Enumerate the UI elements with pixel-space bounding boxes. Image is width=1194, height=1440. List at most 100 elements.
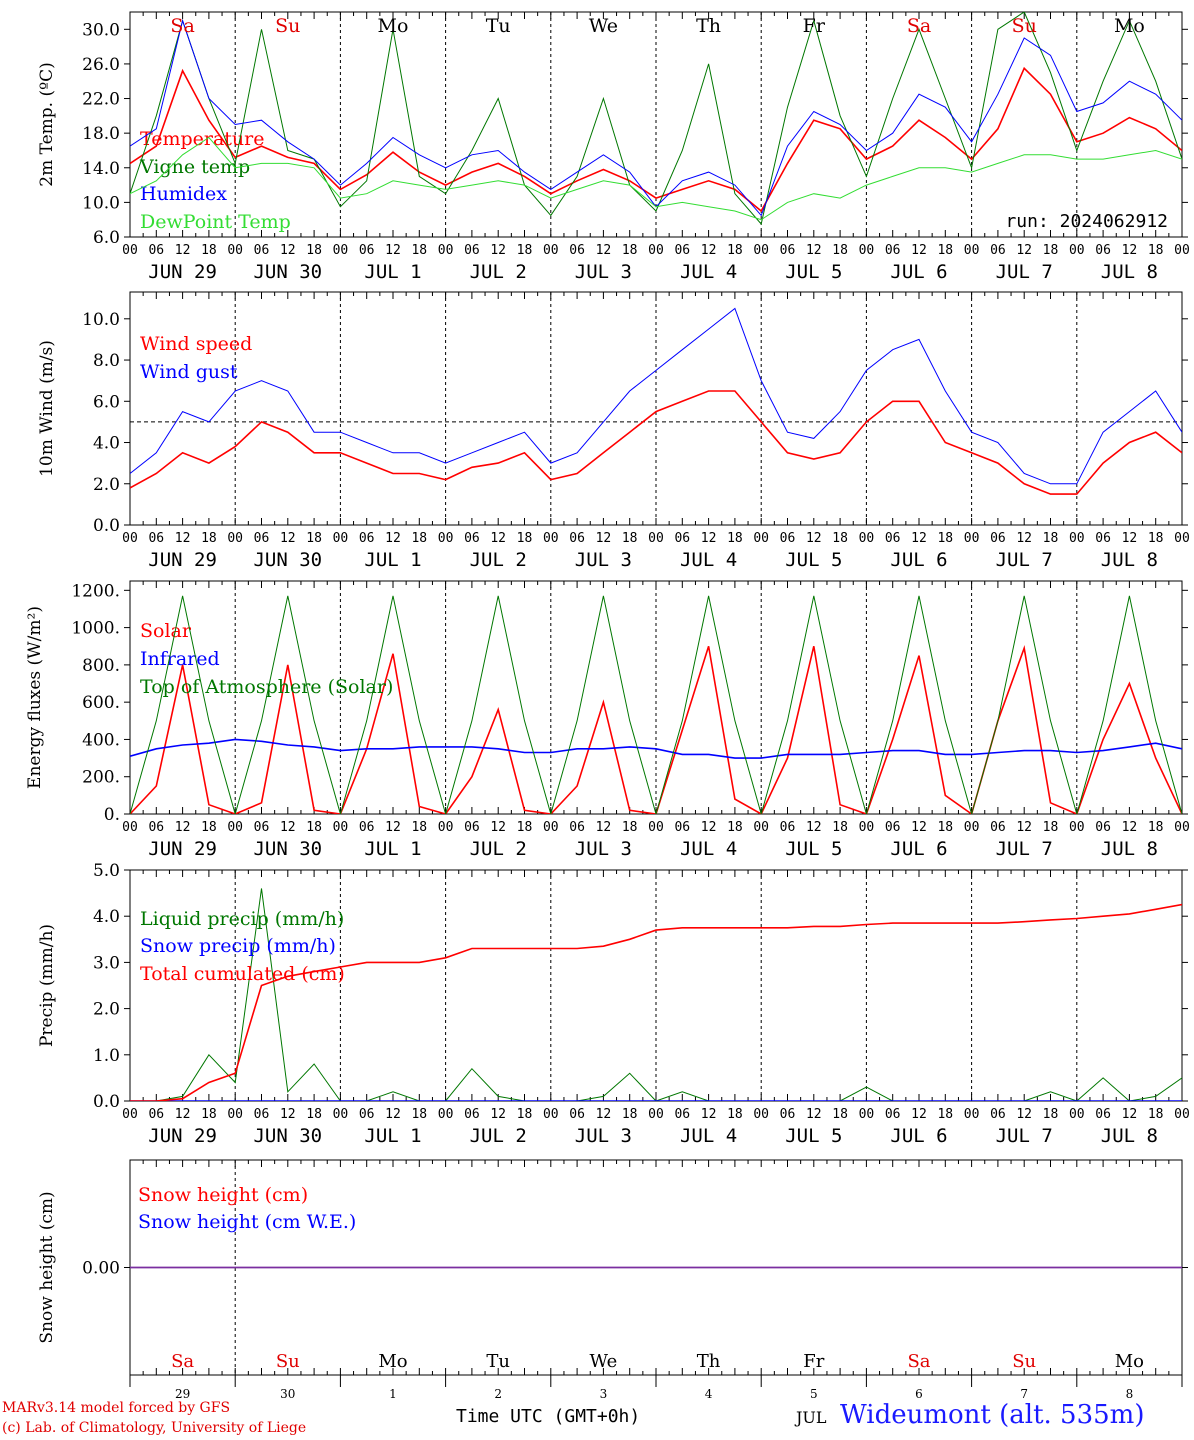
footer-model: MARv3.14 model forced by GFS: [2, 1400, 231, 1416]
hour-tick-label: 18: [411, 820, 427, 835]
y-tick-label: 26.0: [82, 55, 120, 75]
hour-tick-label: 12: [490, 531, 506, 546]
legend-entry: Solar: [140, 620, 192, 642]
day-number-label: 5: [810, 1387, 818, 1401]
hour-tick-label: 12: [911, 531, 927, 546]
series-line: [130, 136, 1182, 221]
y-tick-label: 22.0: [82, 90, 120, 110]
date-label: JUL 7: [996, 838, 1053, 860]
hour-tick-label: 00: [438, 1107, 454, 1122]
hour-tick-label: 00: [1069, 243, 1085, 258]
hour-tick-label: 00: [964, 243, 980, 258]
hour-tick-label: 18: [832, 820, 848, 835]
hour-tick-label: 18: [411, 1107, 427, 1122]
hour-tick-label: 18: [1148, 820, 1164, 835]
legend-entry: Total cumulated (cm): [140, 963, 345, 985]
series-line: [130, 390, 1182, 495]
legend-entry: Top of Atmosphere (Solar): [140, 676, 393, 698]
weekday-label: Su: [275, 15, 300, 37]
hour-tick-label: 12: [806, 531, 822, 546]
hour-tick-label: 06: [359, 1107, 375, 1122]
footer-credits: MARv3.14 model forced by GFS (c) Lab. of…: [2, 1398, 306, 1438]
weekday-label: Tu: [486, 1351, 510, 1372]
hour-tick-label: 06: [780, 820, 796, 835]
hour-tick-label: 06: [254, 531, 270, 546]
legend-entry: Liquid precip (mm/h): [140, 908, 344, 930]
hour-tick-label: 00: [859, 820, 875, 835]
hour-tick-label: 06: [780, 1107, 796, 1122]
hour-tick-label: 06: [148, 820, 164, 835]
series-line: [130, 66, 1182, 213]
hour-tick-label: 00: [648, 1107, 664, 1122]
weekday-label: Th: [697, 1351, 721, 1372]
y-tick-label: 30.0: [82, 20, 120, 40]
y-tick-label: 14.0: [82, 159, 120, 179]
hour-tick-label: 00: [648, 531, 664, 546]
hour-tick-label: 06: [885, 531, 901, 546]
hour-tick-label: 12: [596, 243, 612, 258]
legend-entry: Snow height (cm W.E.): [138, 1211, 356, 1233]
hour-tick-label: 12: [490, 243, 506, 258]
hour-tick-label: 18: [201, 820, 217, 835]
weekday-label: Mo: [378, 15, 409, 37]
hour-tick-label: 18: [832, 531, 848, 546]
series-line: [130, 307, 1182, 485]
hour-tick-label: 06: [254, 1107, 270, 1122]
hour-tick-label: 00: [227, 243, 243, 258]
y-tick-label: 2.0: [93, 475, 120, 495]
y-tick-label: 4.0: [93, 434, 120, 454]
hour-tick-label: 06: [674, 243, 690, 258]
date-label: JUL 7: [996, 1125, 1053, 1147]
hour-tick-label: 06: [990, 531, 1006, 546]
date-label: JUL 7: [996, 261, 1053, 283]
date-label: JUL 7: [996, 549, 1053, 571]
y-tick-label: 1000.: [71, 619, 120, 639]
hour-tick-label: 06: [885, 820, 901, 835]
hour-tick-label: 18: [727, 243, 743, 258]
weekday-label: Sa: [170, 15, 194, 37]
hour-tick-label: 00: [859, 531, 875, 546]
hour-tick-label: 18: [411, 531, 427, 546]
hour-tick-label: 18: [306, 820, 322, 835]
hour-tick-label: 12: [175, 1107, 191, 1122]
day-number-label: 2: [494, 1387, 502, 1401]
weekday-label: Sa: [171, 1351, 194, 1372]
hour-tick-label: 18: [1043, 531, 1059, 546]
hour-tick-label: 18: [306, 1107, 322, 1122]
hour-tick-label: 00: [1069, 820, 1085, 835]
hour-tick-label: 12: [701, 820, 717, 835]
hour-tick-label: 00: [964, 820, 980, 835]
hour-tick-label: 00: [227, 531, 243, 546]
y-tick-label: 8.0: [93, 351, 120, 371]
hour-tick-label: 18: [727, 531, 743, 546]
time-axis-label: Time UTC (GMT+0h): [456, 1406, 641, 1427]
weekday-label: Sa: [907, 15, 931, 37]
hour-tick-label: 12: [1016, 820, 1032, 835]
y-tick-label: 0.: [104, 805, 120, 825]
station-label: Wideumont (alt. 535m): [840, 1400, 1145, 1430]
y-axis-label: 10m Wind (m/s): [37, 340, 57, 477]
hour-tick-label: 00: [543, 243, 559, 258]
hour-tick-label: 18: [306, 243, 322, 258]
date-label: JUL 5: [785, 1125, 842, 1147]
hour-tick-label: 00: [859, 243, 875, 258]
hour-tick-label: 12: [280, 1107, 296, 1122]
panel-frame: [129, 11, 1183, 238]
y-tick-label: 5.0: [93, 861, 120, 881]
y-tick-label: 10.0: [82, 193, 120, 213]
day-number-label: 6: [915, 1387, 923, 1401]
hour-tick-label: 12: [596, 820, 612, 835]
date-label: JUN 29: [148, 1125, 217, 1147]
hour-tick-label: 00: [753, 531, 769, 546]
hour-tick-label: 00: [964, 531, 980, 546]
hour-tick-label: 00: [753, 243, 769, 258]
hour-tick-label: 18: [727, 1107, 743, 1122]
weekday-label: Su: [1012, 15, 1037, 37]
hour-tick-label: 12: [490, 820, 506, 835]
weekday-label: Su: [1012, 1351, 1036, 1372]
hour-tick-label: 00: [122, 243, 138, 258]
hour-tick-label: 06: [990, 1107, 1006, 1122]
weekday-label: Fr: [803, 1351, 824, 1372]
hour-tick-label: 12: [1122, 1107, 1138, 1122]
weekday-label: Mo: [1114, 15, 1145, 37]
